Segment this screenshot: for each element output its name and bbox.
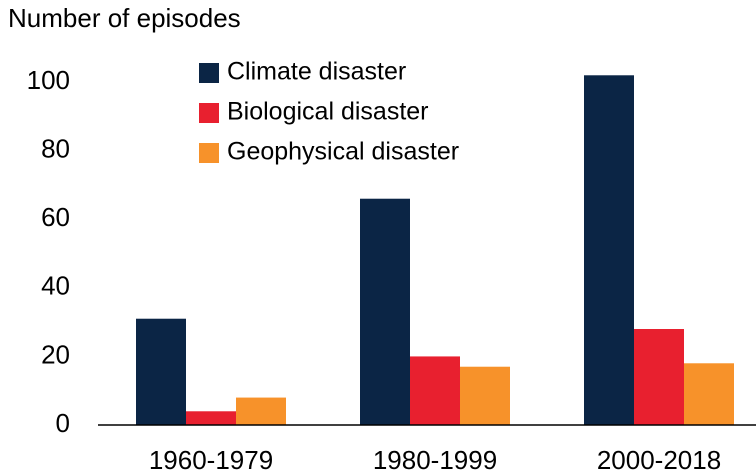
legend-swatch	[199, 143, 219, 163]
bar	[460, 366, 510, 425]
y-tick-label: 100	[27, 65, 70, 95]
bar	[360, 198, 410, 425]
bar	[136, 318, 186, 425]
legend-label: Geophysical disaster	[227, 138, 459, 166]
y-axis-label: Number of episodes	[8, 3, 241, 33]
bar	[584, 75, 634, 426]
legend-label: Biological disaster	[227, 98, 429, 126]
legend-swatch	[199, 63, 219, 83]
y-tick-label: 40	[41, 271, 70, 301]
legend: Climate disaster Biological disaster Geoph…	[199, 58, 459, 166]
x-tick-label: 1960-1979	[149, 445, 273, 475]
y-tick-label: 60	[41, 202, 70, 232]
bar	[236, 397, 286, 425]
y-tick-label: 20	[41, 339, 70, 369]
y-tick-label: 80	[41, 134, 70, 164]
bar	[410, 356, 460, 425]
bar	[634, 329, 684, 425]
x-tick-label: 2000-2018	[597, 445, 721, 475]
legend-label: Climate disaster	[227, 58, 406, 86]
y-tick-label: 0	[56, 408, 70, 438]
bar	[684, 363, 734, 425]
legend-swatch	[199, 103, 219, 123]
bar	[186, 411, 236, 425]
x-tick-label: 1980-1999	[373, 445, 497, 475]
